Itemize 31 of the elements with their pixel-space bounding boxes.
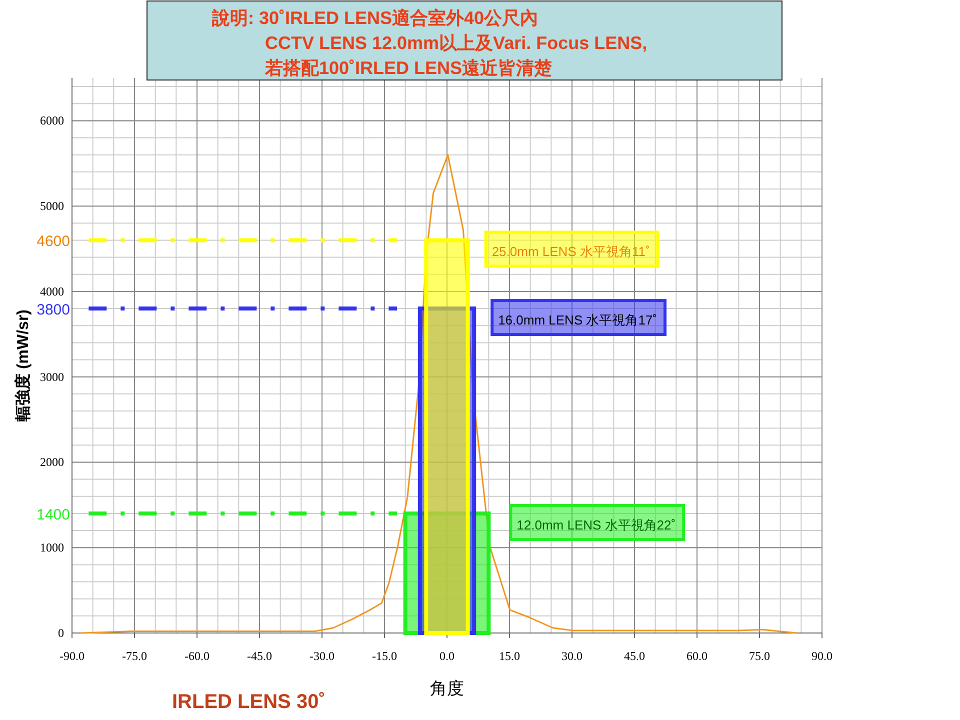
y-tick-label: 4000 — [40, 284, 64, 298]
x-tick-label: 0.0 — [440, 649, 454, 663]
x-tick-label: -90.0 — [60, 649, 84, 663]
ref-line-label: 4600 — [36, 233, 70, 250]
x-tick-label: -45.0 — [247, 649, 272, 663]
y-tick-label: 6000 — [40, 114, 64, 128]
x-tick-label: 75.0 — [749, 649, 770, 663]
line-series — [80, 154, 798, 634]
text: 12.0mm LENS 水平視角22˚ — [516, 517, 676, 532]
x-tick-label: 15.0 — [499, 649, 520, 663]
series-label: 25.0mm LENS 水平視角11˚ — [492, 244, 650, 260]
ref-line-label: 3800 — [36, 302, 70, 319]
x-tick-label: -75.0 — [122, 649, 147, 663]
y-tick-label: 1000 — [40, 540, 64, 555]
annotation: 說明: 30˚IRLED LENS適合室外40公尺內 CCTV LENS 12.0mm以上及Vari. Focus LENS, 若搭配100˚IRLED LENS遠近皆清楚 — [211, 8, 648, 78]
text: IRLED LENS 30˚ — [172, 691, 326, 713]
x-tick-label: 30.0 — [562, 649, 582, 663]
series-label: 16.0mm LENS 水平視角17˚ — [498, 312, 658, 328]
y-tick-label: 5000 — [40, 199, 64, 214]
x-axis-title: 角度 — [430, 679, 464, 698]
x-tick-label: 60.0 — [686, 649, 708, 663]
y-tick-label: 2000 — [40, 455, 64, 470]
x-tick-label: -30.0 — [310, 649, 334, 663]
x-tick-label: -15.0 — [372, 649, 397, 663]
y-tick-label: 0 — [58, 626, 64, 640]
y-axis-title: 輻強度 (mW/sr) — [13, 310, 32, 422]
ref-line-label: 1400 — [36, 506, 70, 524]
x-tick-label: -60.0 — [184, 649, 210, 663]
y-tick-label: 3000 — [40, 370, 64, 384]
x-tick-label: 90.0 — [812, 649, 832, 663]
x-tick-label: 45.0 — [624, 649, 645, 663]
